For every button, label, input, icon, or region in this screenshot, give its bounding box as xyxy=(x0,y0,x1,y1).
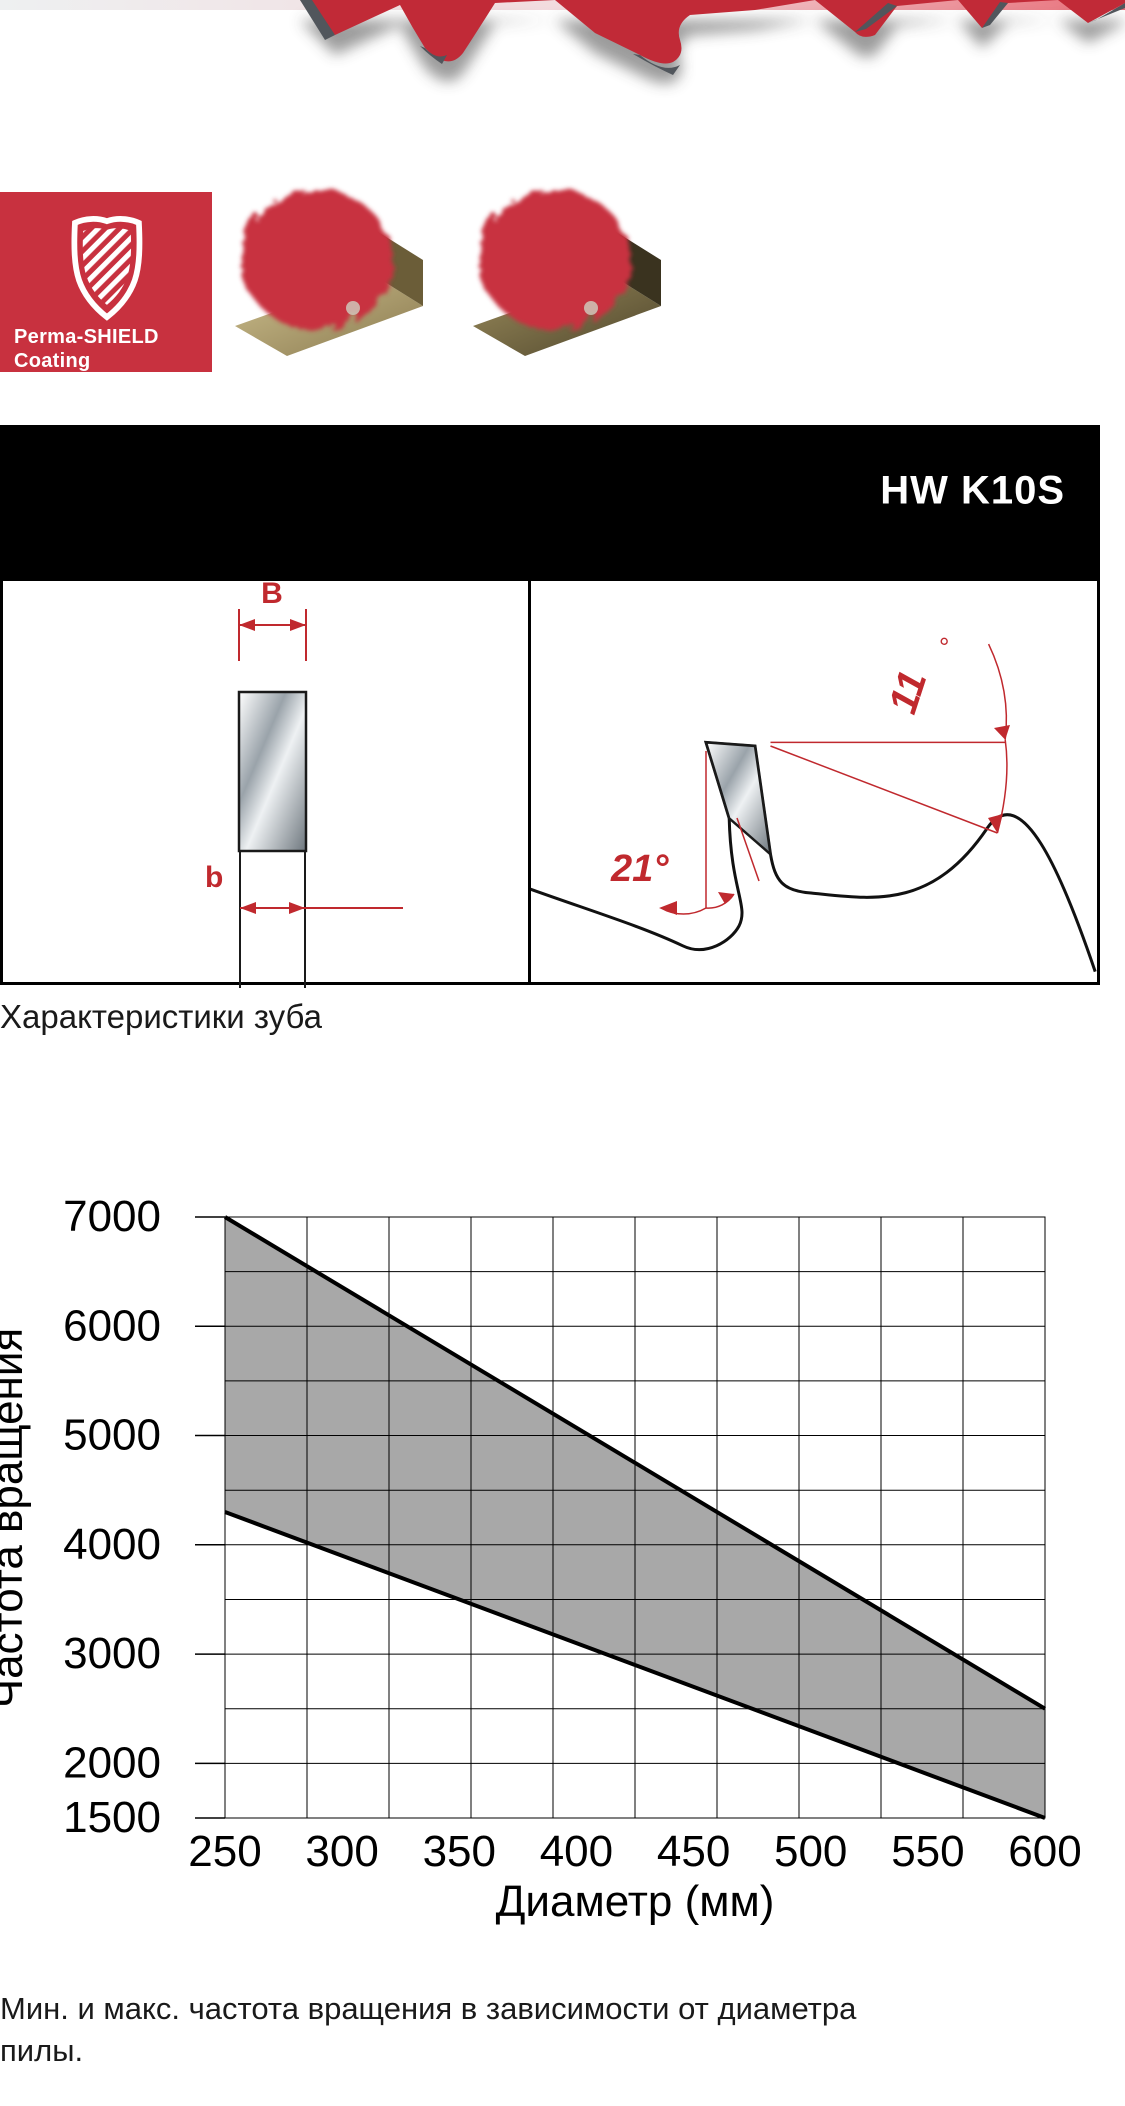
svg-text:1500: 1500 xyxy=(63,1793,161,1842)
svg-text:7000: 7000 xyxy=(63,1192,161,1241)
svg-text:11: 11 xyxy=(881,666,936,719)
svg-text:b: b xyxy=(205,861,223,894)
svg-text:5000: 5000 xyxy=(63,1411,161,1460)
svg-text:350: 350 xyxy=(423,1827,496,1876)
svg-text:550: 550 xyxy=(891,1827,964,1876)
svg-text:400: 400 xyxy=(540,1827,613,1876)
svg-text:4000: 4000 xyxy=(63,1520,161,1569)
svg-text:2000: 2000 xyxy=(63,1738,161,1787)
svg-text:21°: 21° xyxy=(610,848,669,890)
svg-text:°: ° xyxy=(939,632,949,662)
svg-text:Частота вращения: Частота вращения xyxy=(0,1328,32,1709)
svg-text:600: 600 xyxy=(1008,1827,1081,1876)
svg-text:450: 450 xyxy=(657,1827,730,1876)
svg-text:6000: 6000 xyxy=(63,1301,161,1350)
svg-text:250: 250 xyxy=(188,1827,261,1876)
svg-text:Диаметр (мм): Диаметр (мм) xyxy=(496,1877,775,1926)
svg-text:500: 500 xyxy=(774,1827,847,1876)
svg-text:3000: 3000 xyxy=(63,1629,161,1678)
svg-text:300: 300 xyxy=(305,1827,378,1876)
svg-text:B: B xyxy=(261,581,283,610)
